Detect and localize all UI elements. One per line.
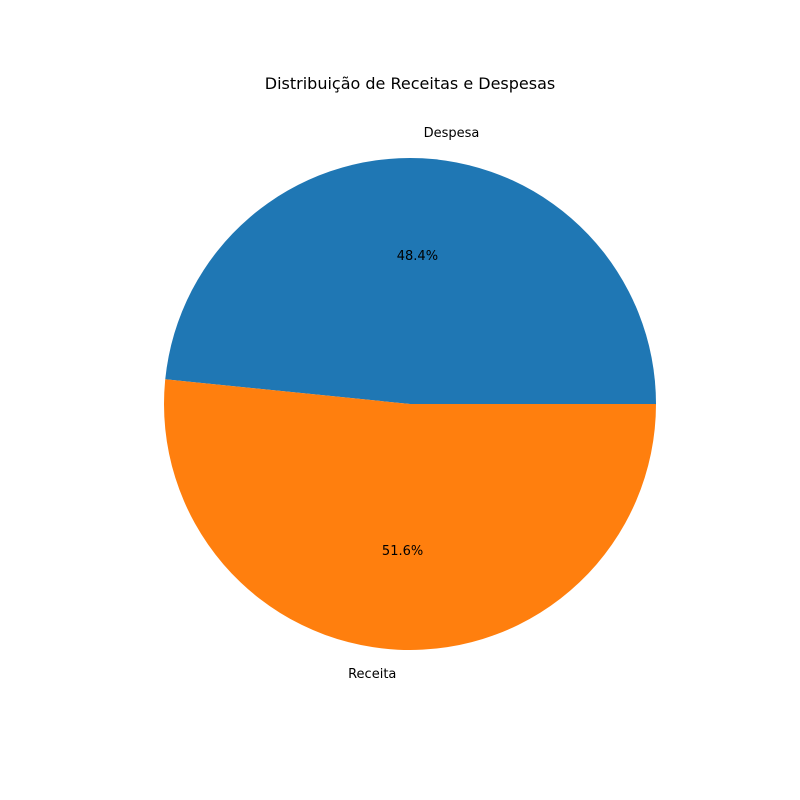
chart-title: Distribuição de Receitas e Despesas: [265, 74, 555, 93]
slice-pct-despesa: 48.4%: [397, 249, 438, 264]
pie-slice-despesa: [165, 158, 656, 404]
pie-labels: Despesa 48.4% Receita 51.6%: [348, 126, 479, 682]
pie-slice-receita: [163, 379, 657, 651]
slice-pct-receita: 51.6%: [382, 544, 423, 559]
slice-label-receita: Receita: [348, 667, 396, 682]
pie-slices: [163, 158, 657, 651]
slice-label-despesa: Despesa: [424, 126, 480, 141]
